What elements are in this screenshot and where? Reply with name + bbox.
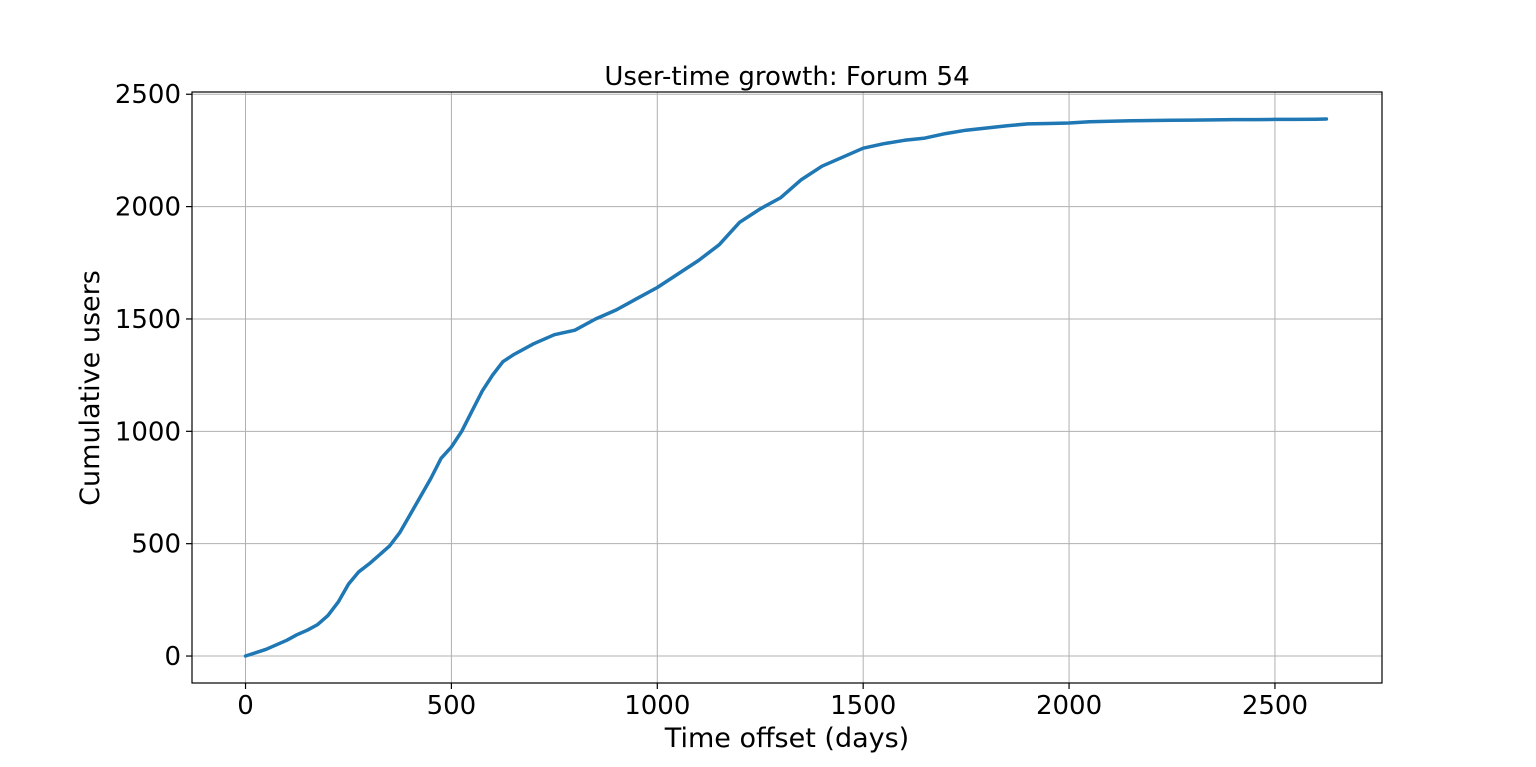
series-layer — [243, 117, 1329, 658]
x-tick-label: 2500 — [1242, 691, 1308, 721]
series-line — [243, 117, 1329, 658]
x-tick-label: 1000 — [624, 691, 690, 721]
x-tick-label: 0 — [237, 691, 254, 721]
x-tick-label: 1500 — [830, 691, 896, 721]
x-tick-label: 500 — [427, 691, 477, 721]
axis-ticks: 0 500 1000 1500 2000 2500 0 500 1000 1500 2000 2500 — [115, 80, 1308, 721]
chart-title: User-time growth: Forum 54 — [604, 62, 969, 92]
grid-lines — [192, 92, 1382, 683]
x-tick-label: 2000 — [1036, 691, 1102, 721]
y-tick-label: 1000 — [115, 417, 181, 447]
y-tick-label: 2500 — [115, 80, 181, 110]
x-axis-label: Time offset (days) — [664, 723, 909, 754]
y-axis-label: Cumulative users — [75, 270, 106, 506]
y-tick-label: 1500 — [115, 305, 181, 335]
y-tick-label: 500 — [131, 530, 181, 560]
y-tick-label: 2000 — [115, 193, 181, 223]
plot-frame — [191, 91, 1383, 684]
y-tick-label: 0 — [164, 642, 181, 672]
